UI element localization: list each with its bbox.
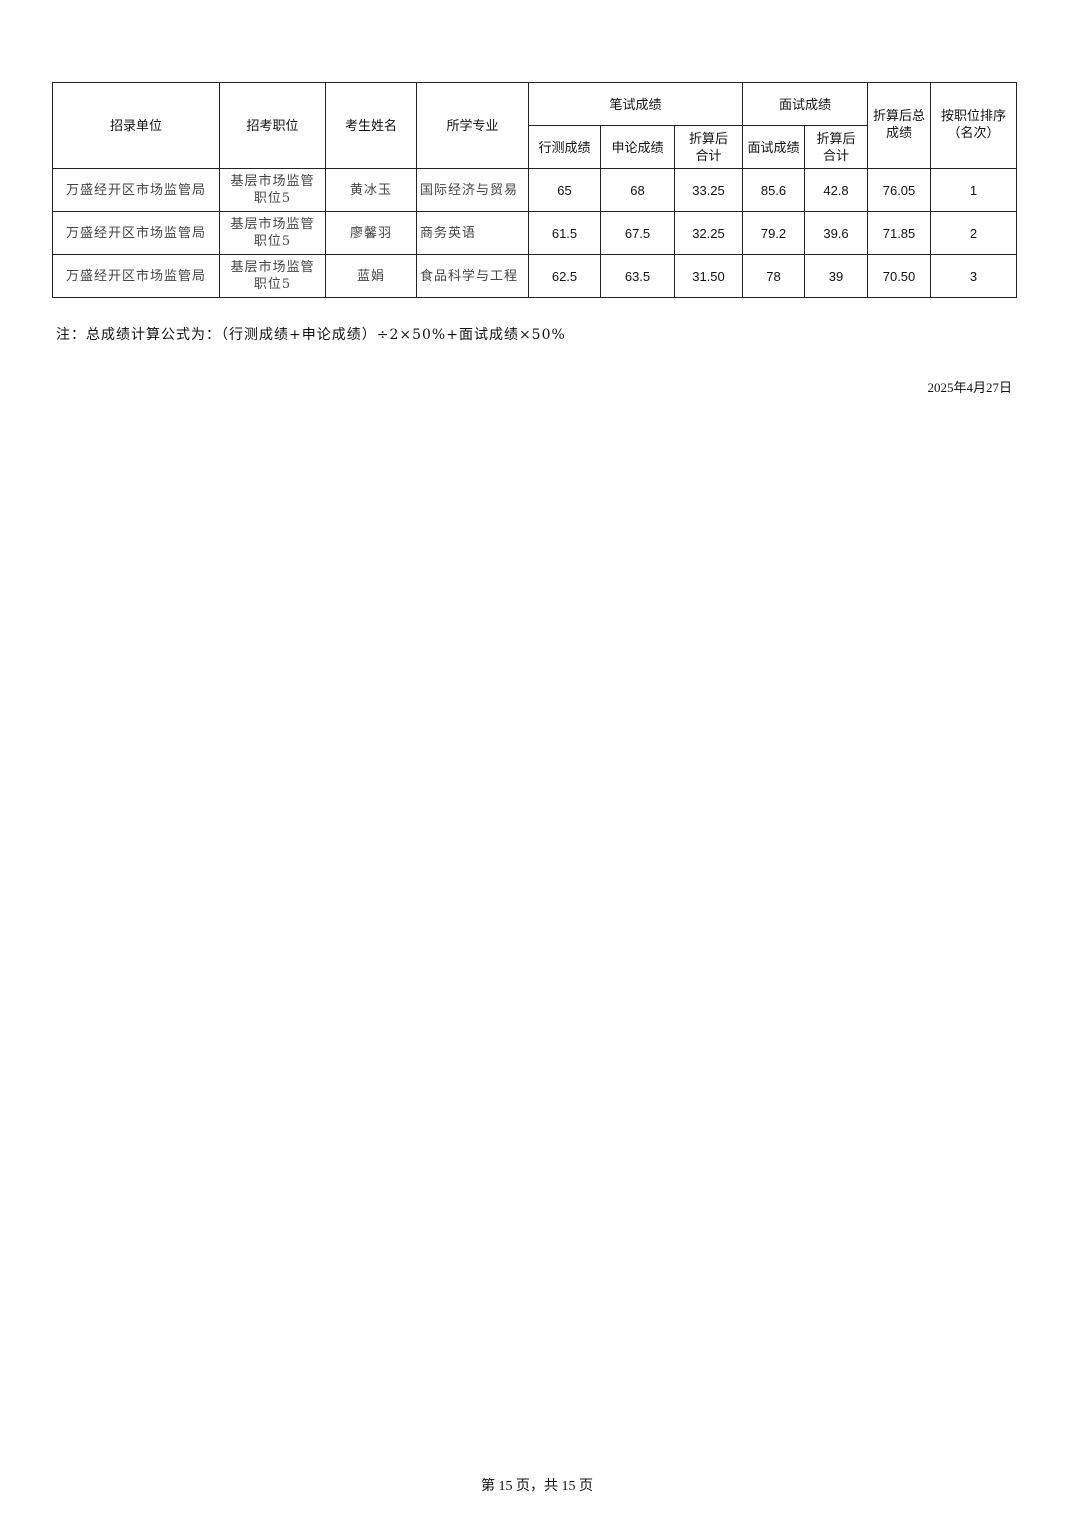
header-total: 折算后总成绩 <box>867 82 932 169</box>
cell-position: 基层市场监管职位5 <box>219 211 326 255</box>
header-written-sum: 折算后合计 <box>674 125 743 169</box>
header-interview-group: 面试成绩 <box>741 82 869 126</box>
cell-written-sum: 31.50 <box>674 254 743 298</box>
cell-interview: 85.6 <box>742 168 805 212</box>
cell-shenlun: 67.5 <box>600 211 675 255</box>
header-interview: 面试成绩 <box>742 125 805 169</box>
cell-interview-sum: 39.6 <box>803 211 869 255</box>
cell-written-sum: 33.25 <box>674 168 743 212</box>
cell-total: 76.05 <box>867 168 932 212</box>
cell-rank: 1 <box>930 168 1018 212</box>
header-row-1: 招录单位 招考职位 考生姓名 所学专业 笔试成绩 面试成绩 折算后总成绩 按职位… <box>52 82 1018 169</box>
cell-xingce: 62.5 <box>528 254 601 298</box>
cell-name: 廖馨羽 <box>325 211 417 255</box>
cell-name: 蓝娟 <box>325 254 417 298</box>
header-interview-sum: 折算后合计 <box>803 125 869 169</box>
date: 2025年4月27日 <box>927 380 1012 395</box>
header-shenlun: 申论成绩 <box>600 125 675 169</box>
cell-interview-sum: 39 <box>803 254 869 298</box>
header-rank: 按职位排序（名次） <box>930 82 1018 169</box>
cell-major: 国际经济与贸易 <box>416 168 529 212</box>
header-xingce: 行测成绩 <box>528 125 601 169</box>
cell-major: 商务英语 <box>416 211 529 255</box>
cell-rank: 3 <box>930 254 1018 298</box>
header-major: 所学专业 <box>416 82 529 169</box>
cell-shenlun: 68 <box>600 168 675 212</box>
cell-interview: 78 <box>742 254 805 298</box>
cell-total: 71.85 <box>867 211 932 255</box>
cell-position: 基层市场监管职位5 <box>219 254 326 298</box>
header-row-2: 行测成绩 申论成绩 折算后合计 面试成绩 折算后合计 <box>53 125 1017 169</box>
cell-interview: 79.2 <box>742 211 805 255</box>
cell-unit: 万盛经开区市场监管局 <box>52 211 220 255</box>
cell-written-sum: 32.25 <box>674 211 743 255</box>
cell-name: 黄冰玉 <box>325 168 417 212</box>
header-name: 考生姓名 <box>325 82 417 169</box>
cell-unit: 万盛经开区市场监管局 <box>52 168 220 212</box>
cell-rank: 2 <box>930 211 1018 255</box>
cell-position: 基层市场监管职位5 <box>219 168 326 212</box>
score-table: 招录单位 招考职位 考生姓名 所学专业 笔试成绩 面试成绩 折算后总成绩 按职位… <box>52 82 1018 298</box>
cell-unit: 万盛经开区市场监管局 <box>52 254 220 298</box>
cell-major: 食品科学与工程 <box>416 254 529 298</box>
cell-total: 70.50 <box>867 254 932 298</box>
header-unit: 招录单位 <box>52 82 220 169</box>
table-row: 万盛经开区市场监管局 基层市场监管职位5 黄冰玉 国际经济与贸易 65 68 33.25 85… <box>52 168 1018 212</box>
table-row: 万盛经开区市场监管局 基层市场监管职位5 蓝娟 食品科学与工程 62.5 63.5 31.5… <box>52 254 1018 298</box>
header-written-group: 笔试成绩 <box>528 82 743 126</box>
header-position: 招考职位 <box>219 82 326 169</box>
page-footer: 第 15 页，共 15 页 <box>481 1479 593 1494</box>
cell-xingce: 65 <box>528 168 601 212</box>
cell-shenlun: 63.5 <box>600 254 675 298</box>
cell-xingce: 61.5 <box>528 211 601 255</box>
table-row: 万盛经开区市场监管局 基层市场监管职位5 廖馨羽 商务英语 61.5 67.5 32.25 7… <box>52 211 1018 255</box>
formula-note: 注：总成绩计算公式为：（行测成绩+申论成绩）÷2×50%+面试成绩×50% <box>56 327 566 343</box>
cell-interview-sum: 42.8 <box>803 168 869 212</box>
